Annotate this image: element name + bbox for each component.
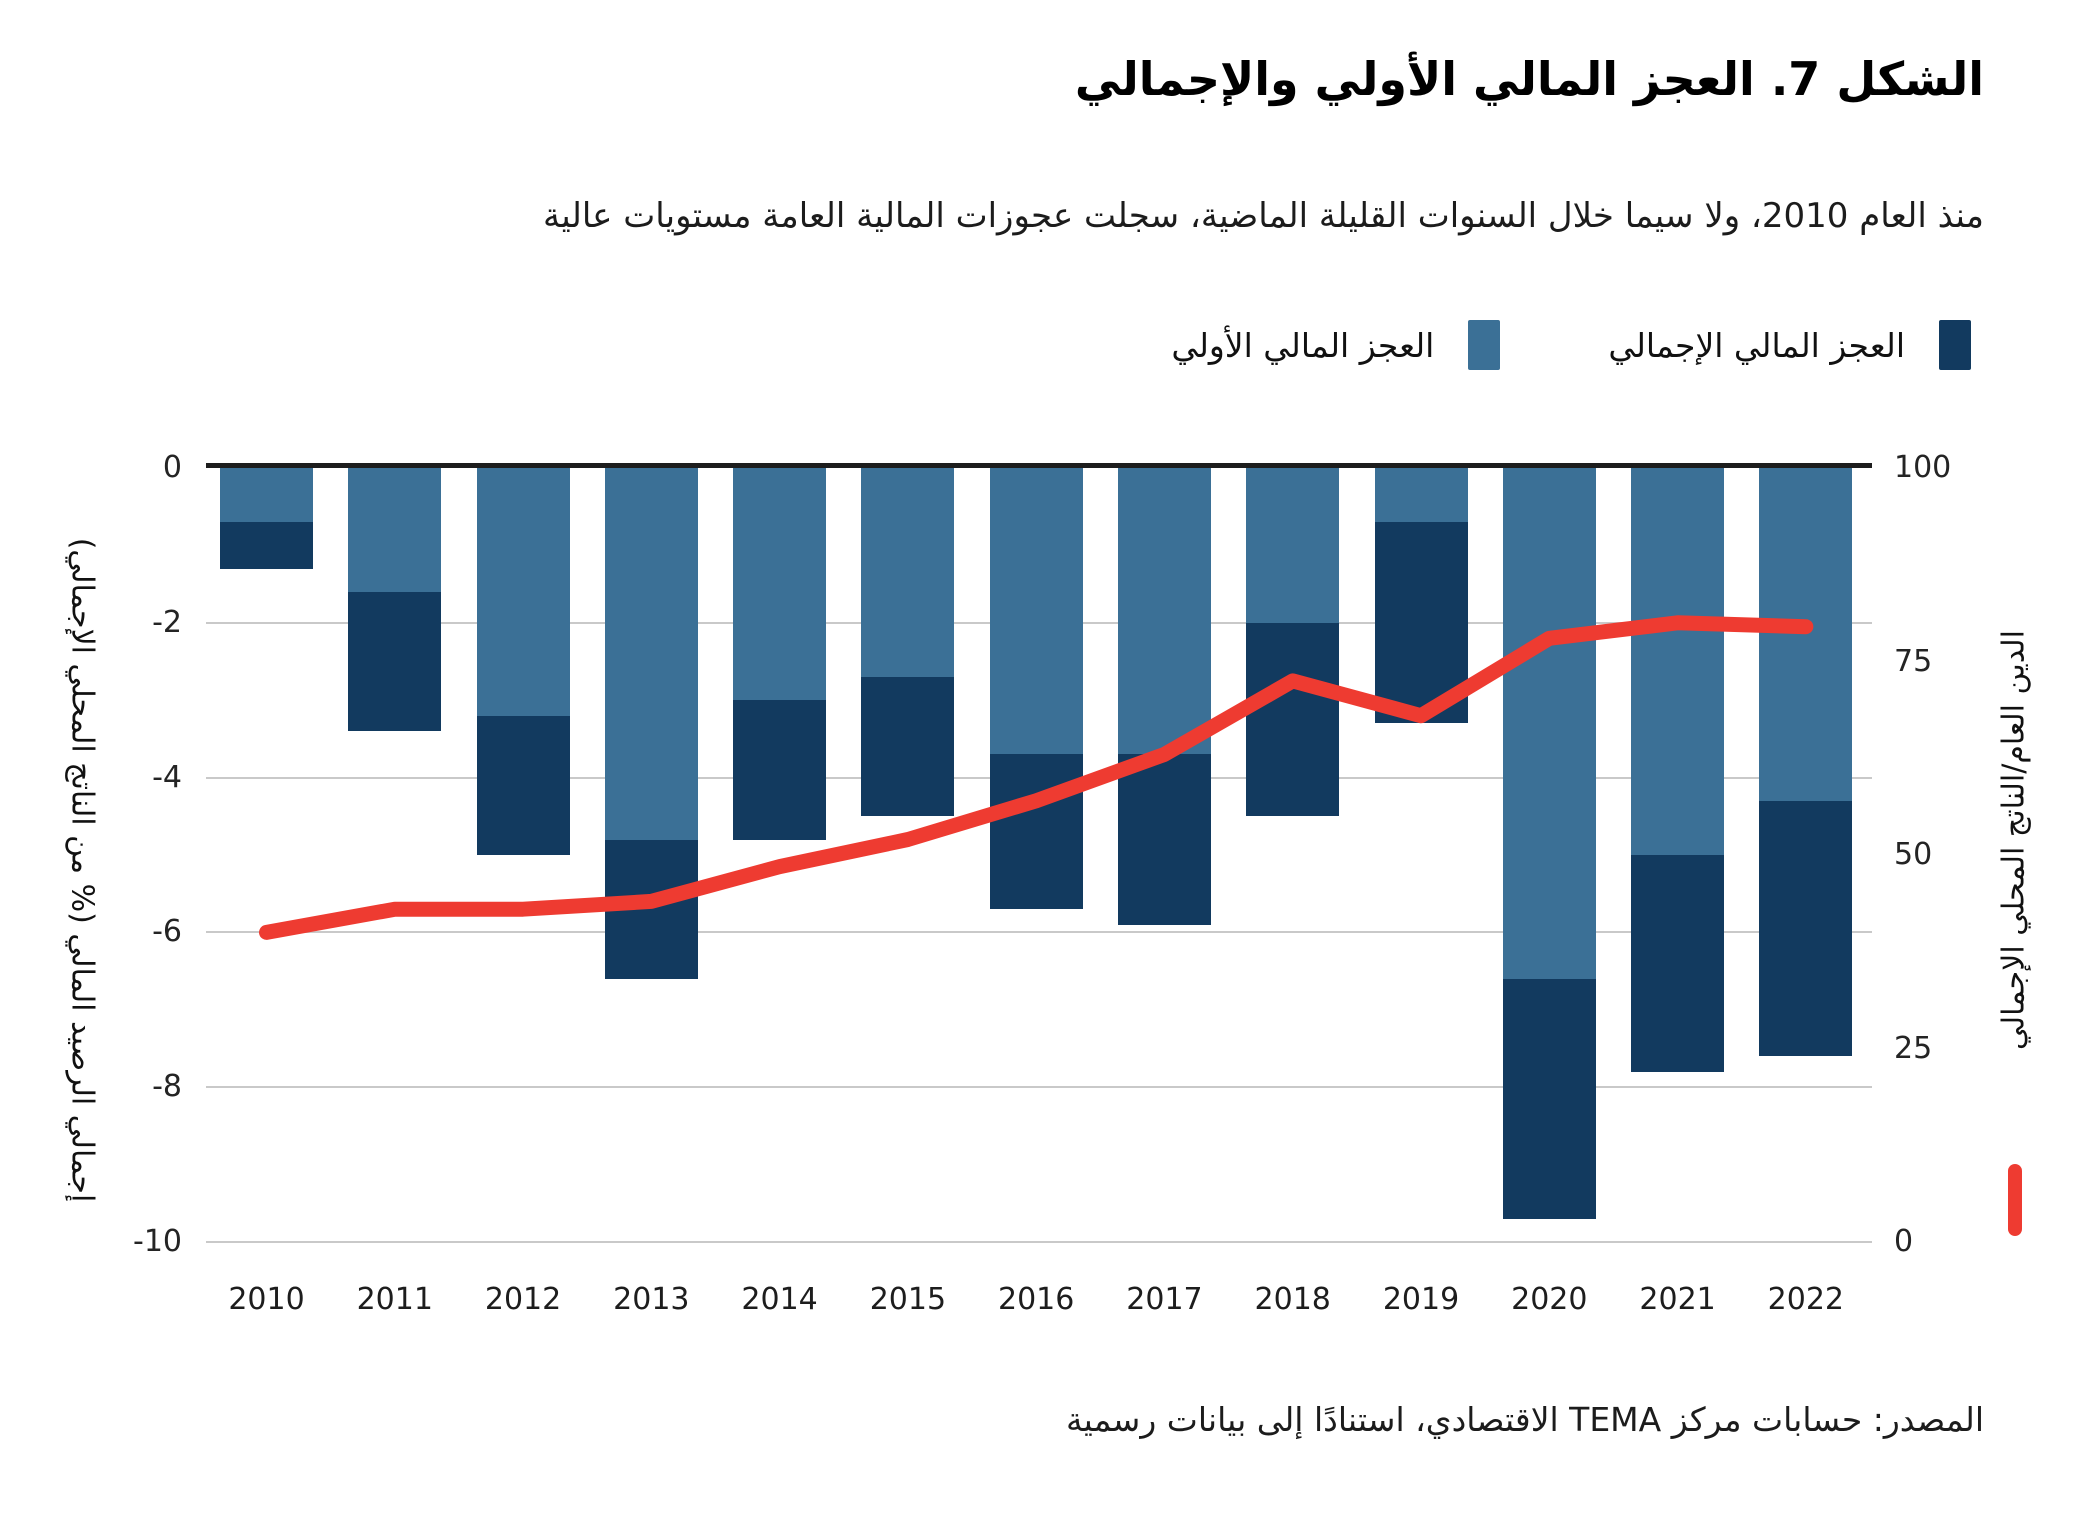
legend-label-primary: العجز المالي الأولي xyxy=(1171,325,1435,365)
legend: العجز المالي الإجمالي العجز المالي الأول… xyxy=(1171,320,1971,370)
bar-primary-2011 xyxy=(348,468,442,592)
bar-primary-2014 xyxy=(733,468,827,701)
overall-deficit-swatch-icon xyxy=(1939,320,1971,370)
bar-overall-2020 xyxy=(1502,978,1596,1219)
x-tick-label: 2022 xyxy=(1767,1282,1845,1317)
chart-title: الشكل 7. العجز المالي الأولي والإجمالي xyxy=(1074,52,1984,106)
bar-primary-2020 xyxy=(1502,468,1596,979)
y-tick-label-left: -6 xyxy=(152,914,182,950)
gridline xyxy=(206,1241,1872,1243)
y-tick-label-right: 25 xyxy=(1894,1030,1933,1066)
y-tick-label-left: -2 xyxy=(152,604,182,640)
bar-overall-2015 xyxy=(861,676,955,817)
bar-overall-2014 xyxy=(733,700,827,840)
gridline xyxy=(206,931,1872,934)
x-tick-label: 2011 xyxy=(356,1282,433,1317)
y-tick-label-right: 50 xyxy=(1894,837,1933,872)
bar-primary-2013 xyxy=(604,468,698,840)
chart-subtitle: منذ العام 2010، ولا سيما خلال السنوات ال… xyxy=(542,196,1984,236)
x-tick-label: 2014 xyxy=(741,1282,818,1317)
bar-overall-2018 xyxy=(1246,622,1340,817)
bar-primary-2010 xyxy=(220,468,313,523)
bar-overall-2016 xyxy=(989,754,1083,910)
bar-overall-2010 xyxy=(220,522,313,569)
bar-primary-2017 xyxy=(1117,468,1211,755)
bar-overall-2017 xyxy=(1117,754,1211,925)
source-note: المصدر: حسابات مركز TEMA الاقتصادي، استن… xyxy=(1065,1400,1984,1439)
debt-line xyxy=(259,615,1814,940)
primary-deficit-swatch-icon xyxy=(1468,320,1501,370)
y-tick-label-left: 0 xyxy=(162,450,182,485)
bar-primary-2019 xyxy=(1374,468,1468,523)
y-tick-label-left: -8 xyxy=(152,1069,182,1105)
x-tick-label: 2015 xyxy=(869,1282,947,1317)
bar-overall-2011 xyxy=(348,591,442,732)
bar-primary-2016 xyxy=(989,468,1083,755)
x-tick-label: 2012 xyxy=(484,1282,562,1317)
debt-line-legend-marker-icon xyxy=(2008,1164,2022,1236)
y-tick-label-left: -10 xyxy=(133,1224,182,1259)
x-tick-label: 2019 xyxy=(1382,1282,1460,1317)
x-tick-label: 2013 xyxy=(613,1282,690,1317)
gridline xyxy=(206,1086,1872,1089)
bar-primary-2018 xyxy=(1246,468,1340,623)
bar-overall-2021 xyxy=(1631,855,1725,1072)
x-tick-label: 2021 xyxy=(1639,1282,1716,1317)
y-tick-label-right: 100 xyxy=(1894,450,1952,485)
legend-label-overall: العجز المالي الإجمالي xyxy=(1608,325,1905,365)
x-tick-label: 2017 xyxy=(1126,1282,1203,1317)
x-tick-label: 2016 xyxy=(997,1282,1075,1317)
y-tick-label-left: -4 xyxy=(152,759,182,795)
x-tick-label: 2018 xyxy=(1254,1282,1331,1317)
bar-overall-2022 xyxy=(1759,800,1853,1057)
x-tick-label: 2020 xyxy=(1511,1282,1588,1317)
bar-primary-2015 xyxy=(861,468,955,677)
bar-primary-2021 xyxy=(1631,468,1725,855)
legend-item-overall-deficit: العجز المالي الإجمالي xyxy=(1608,320,1971,370)
x-tick-label: 2010 xyxy=(228,1282,305,1317)
y-tick-label-right: 0 xyxy=(1894,1224,1914,1259)
zero-axis-line xyxy=(206,463,1872,468)
y-tick-label-right: 75 xyxy=(1894,643,1933,679)
bar-overall-2012 xyxy=(476,715,570,855)
bar-primary-2012 xyxy=(476,468,570,716)
legend-item-primary-deficit: العجز المالي الأولي xyxy=(1171,320,1501,370)
bar-primary-2022 xyxy=(1759,468,1853,801)
